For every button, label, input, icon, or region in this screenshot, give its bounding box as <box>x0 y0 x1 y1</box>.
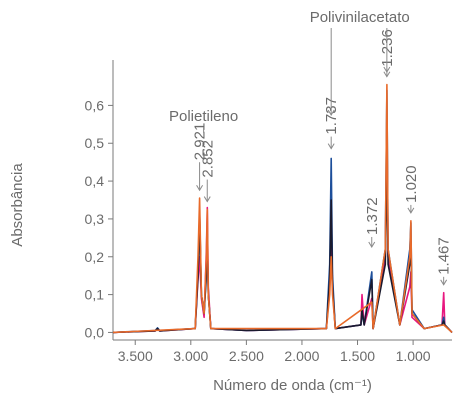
peak-arrowhead <box>203 196 211 203</box>
y-tick-label: 0,1 <box>85 287 105 303</box>
x-tick-label: 1.500 <box>340 348 375 364</box>
peak-label-1737: 1.737 <box>323 97 340 135</box>
x-tick-label: 1.000 <box>396 348 431 364</box>
x-tick-label: 2.500 <box>229 348 264 364</box>
y-tick-label: 0,5 <box>85 135 105 151</box>
peak-arrowhead <box>407 207 415 214</box>
peak-label-2921: 2.921 <box>192 123 209 161</box>
group-arrowhead-1236 <box>383 66 391 73</box>
peak-arrowhead <box>383 71 391 78</box>
spectrum-series-2 <box>112 89 453 334</box>
spectrum-series-1 <box>112 123 453 334</box>
group-label-polietileno: Polietileno <box>169 108 238 125</box>
x-tick-label: 3.000 <box>173 348 208 364</box>
spectrum-series-3 <box>112 161 453 334</box>
group-label-polivinilacetato: Polivinilacetato <box>310 9 410 26</box>
peak-label-1020: 1.020 <box>403 165 420 203</box>
y-tick-label: 0,6 <box>85 97 105 113</box>
peak-label-1372: 1.372 <box>364 197 381 235</box>
peak-label-1467: 1.467 <box>436 237 453 275</box>
x-tick-label: 3.500 <box>118 348 153 364</box>
peak-label-2852: 2.852 <box>199 140 216 178</box>
y-tick-label: 0,4 <box>85 173 105 189</box>
peak-arrowhead <box>368 241 376 248</box>
x-axis-label: Número de onda (cm⁻¹) <box>213 377 372 394</box>
y-tick-label: 0,3 <box>85 211 105 227</box>
y-tick-label: 0,2 <box>85 249 105 265</box>
y-tick-label: 0,0 <box>85 324 105 340</box>
group-arrowhead-737 <box>327 109 335 116</box>
peak-arrowhead <box>327 143 335 150</box>
peak-arrowhead <box>440 279 448 286</box>
x-tick-label: 2.000 <box>284 348 319 364</box>
y-axis-label: Absorbância <box>9 163 26 247</box>
peak-arrowhead <box>196 184 204 192</box>
spectrum-series-4 <box>112 83 453 334</box>
